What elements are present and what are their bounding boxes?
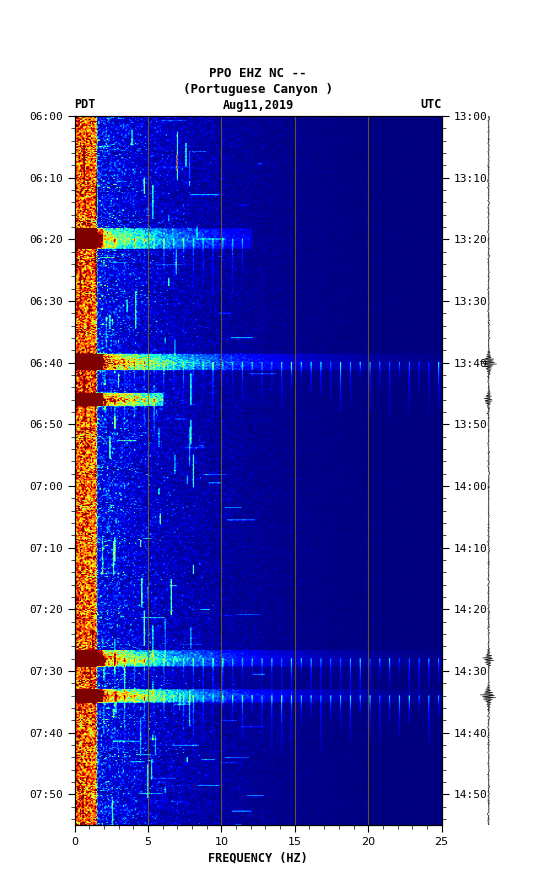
Polygon shape: [6, 6, 29, 49]
Text: USGS: USGS: [25, 21, 59, 35]
X-axis label: FREQUENCY (HZ): FREQUENCY (HZ): [208, 851, 308, 864]
Text: (Portuguese Canyon ): (Portuguese Canyon ): [183, 83, 333, 96]
Text: PPO EHZ NC --: PPO EHZ NC --: [209, 67, 307, 80]
Text: UTC: UTC: [420, 98, 442, 112]
Text: PDT: PDT: [75, 98, 96, 112]
Text: Aug11,2019: Aug11,2019: [222, 98, 294, 112]
